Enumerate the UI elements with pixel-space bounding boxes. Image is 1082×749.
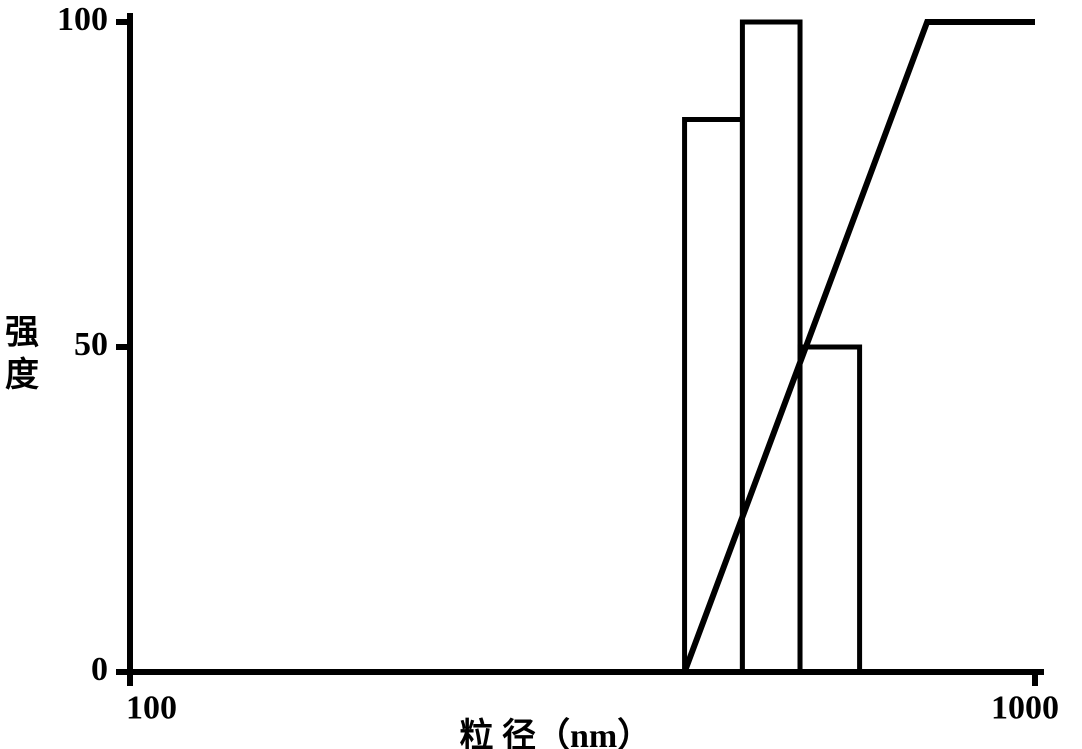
y-axis-title-char: 度 [5, 356, 39, 394]
y-tick-label: 100 [57, 1, 108, 38]
bar-1 [742, 22, 800, 672]
chart-svg: 0 50 100 100 1000 强度粒 径（nm） [0, 0, 1082, 749]
bar-2 [800, 347, 860, 672]
particle-size-chart: 0 50 100 100 1000 强度粒 径（nm） [0, 0, 1082, 749]
x-tick-label: 1000 [991, 689, 1059, 726]
y-axis-title-char: 强 [5, 315, 39, 352]
x-axis-title: 粒 径（nm） [459, 716, 651, 749]
x-tick-label: 100 [126, 689, 177, 726]
y-tick-label: 0 [91, 651, 108, 688]
y-tick-label: 50 [74, 326, 108, 363]
